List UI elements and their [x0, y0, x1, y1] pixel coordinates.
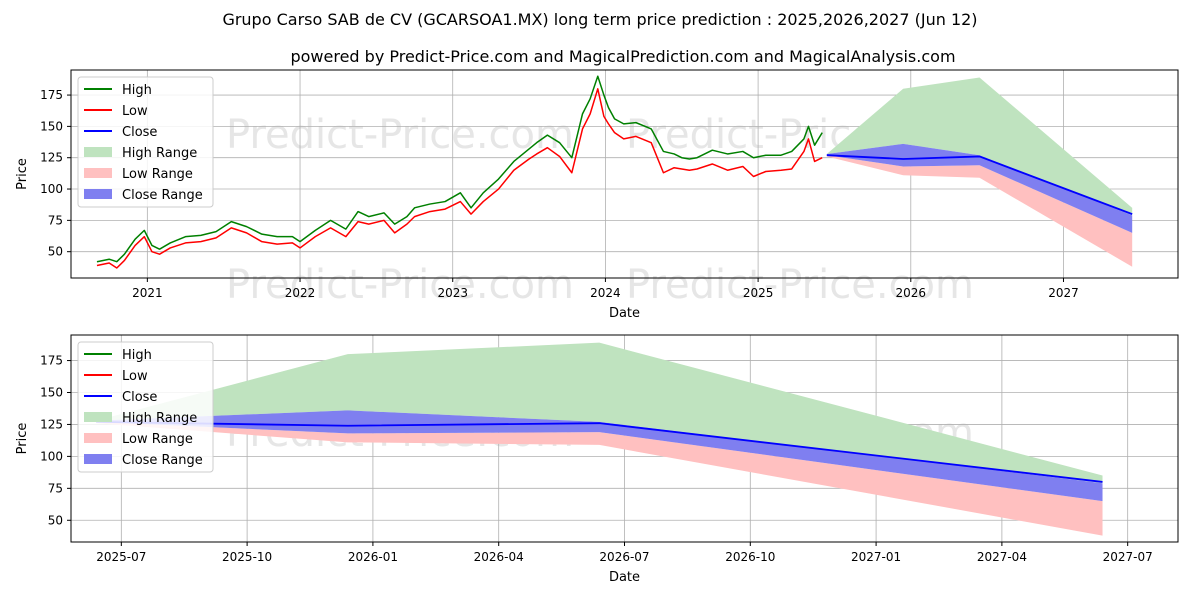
high-series-line [96, 75, 823, 263]
legend-label: High Range [122, 146, 197, 161]
close-forecast-line [96, 420, 1103, 483]
close-range-band [96, 410, 1103, 502]
chart-title: Grupo Carso SAB de CV (GCARSOA1.MX) long… [222, 10, 977, 29]
y-tick-label: 125 [40, 417, 63, 431]
x-tick-label: 2024 [590, 286, 621, 300]
legend-label: Low Range [122, 167, 193, 182]
y-tick-label: 175 [40, 354, 63, 368]
x-tick-label: 2022 [285, 286, 316, 300]
x-tick-label: 2025 [743, 286, 774, 300]
y-tick-label: 150 [40, 119, 63, 133]
y-tick-label: 100 [40, 449, 63, 463]
x-tick-label: 2026-01 [348, 550, 398, 564]
watermark-text: Predict-Price.com [226, 262, 574, 308]
legend-label: Close Range [122, 188, 203, 203]
top-panel: Predict-Price.com Predict-Price.com Predic… [15, 69, 1179, 321]
legend-swatch [84, 433, 112, 443]
x-tick-label: 2023 [437, 286, 468, 300]
watermark-text: Predict-Price.com [626, 262, 974, 308]
watermark-text: Predict-Price.com [226, 112, 574, 158]
x-tick-label: 2027-04 [977, 550, 1027, 564]
x-tick-label: 2026-04 [474, 550, 524, 564]
y-tick-label: 125 [40, 151, 63, 165]
x-tick-label: 2027-01 [851, 550, 901, 564]
legend-label: Close [122, 390, 157, 405]
x-tick-label: 2026-07 [599, 550, 649, 564]
chart-subtitle: powered by Predict-Price.com and Magical… [290, 47, 955, 66]
x-tick-label: 2025-07 [96, 550, 146, 564]
y-tick-label: 75 [48, 481, 63, 495]
x-tick-label: 2021 [132, 286, 163, 300]
y-axis-label: Price [15, 423, 30, 455]
y-tick-label: 50 [48, 513, 63, 527]
legend-swatch [84, 412, 112, 422]
x-tick-label: 2026 [896, 286, 927, 300]
y-tick-label: 75 [48, 213, 63, 227]
plot-frame [70, 69, 1179, 279]
y-tick-label: 100 [40, 182, 63, 196]
legend-swatch [84, 189, 112, 199]
close-range-band [826, 143, 1133, 233]
x-axis-label: Date [609, 570, 640, 585]
y-tick-label: 50 [48, 245, 63, 259]
bottom-panel: Predict-Price.comPredict-Price.com2025-0… [15, 334, 1179, 585]
y-tick-label: 150 [40, 386, 63, 400]
x-axis-label: Date [609, 306, 640, 321]
y-axis-label: Price [15, 158, 30, 190]
x-tick-label: 2025-10 [222, 550, 272, 564]
x-tick-label: 2026-10 [725, 550, 775, 564]
low-range-band [826, 155, 1133, 267]
x-tick-label: 2027-07 [1103, 550, 1153, 564]
high-range-band [96, 342, 1103, 484]
legend-swatch [84, 454, 112, 464]
legend-label: Close [122, 125, 157, 140]
high-range-band [826, 77, 1133, 216]
legend-label: High Range [122, 411, 197, 426]
legend-swatch [84, 168, 112, 178]
legend-label: High [122, 83, 152, 98]
legend-label: Low [122, 104, 148, 119]
low-series-line [96, 88, 823, 269]
legend-label: Close Range [122, 453, 203, 468]
y-tick-label: 175 [40, 88, 63, 102]
legend-label: High [122, 348, 152, 363]
low-range-band [96, 421, 1103, 536]
legend-swatch [84, 147, 112, 157]
close-forecast-line [826, 154, 1133, 215]
legend-label: Low [122, 369, 148, 384]
x-tick-label: 2027 [1048, 286, 1079, 300]
legend-label: Low Range [122, 432, 193, 447]
